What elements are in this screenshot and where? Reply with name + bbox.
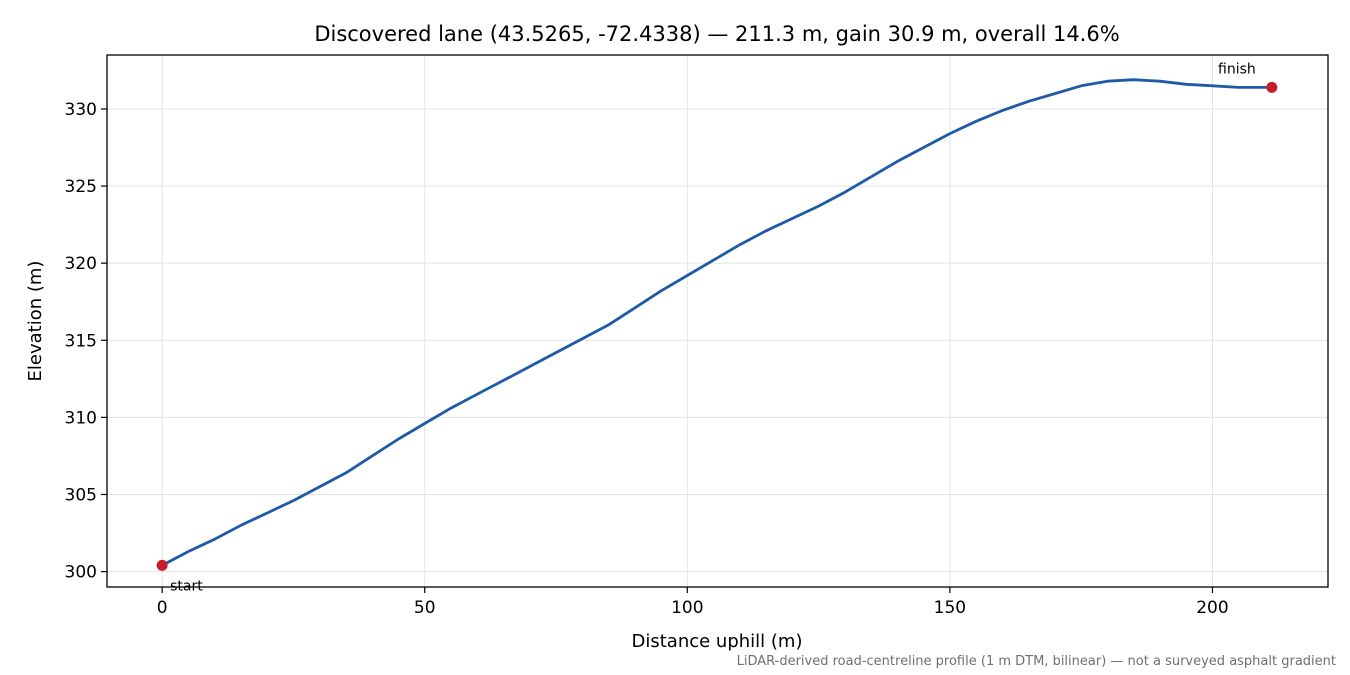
x-axis-title: Distance uphill (m) bbox=[632, 631, 803, 652]
chart-title: Discovered lane (43.5265, -72.4338) — 21… bbox=[314, 22, 1119, 46]
chart-caption: LiDAR-derived road-centreline profile (1… bbox=[737, 654, 1336, 669]
y-tick-label: 320 bbox=[65, 254, 97, 274]
x-tick-label: 0 bbox=[157, 598, 168, 618]
finish-label: finish bbox=[1218, 61, 1256, 77]
y-tick-label: 330 bbox=[65, 100, 97, 120]
y-tick-label: 300 bbox=[65, 563, 97, 583]
marker-layer: start finish bbox=[156, 61, 1278, 594]
y-tick-label: 315 bbox=[65, 331, 97, 351]
y-tick-label: 305 bbox=[65, 485, 97, 505]
grid bbox=[107, 55, 1328, 587]
axis-ticks: 0 50 100 150 200 300 305 310 315 320 325 330 bbox=[65, 100, 1229, 618]
y-tick-label: 325 bbox=[65, 177, 97, 197]
x-tick-label: 100 bbox=[671, 598, 703, 618]
plot-area bbox=[106, 54, 1329, 588]
y-axis-title: Elevation (m) bbox=[25, 261, 46, 382]
start-marker bbox=[156, 559, 168, 571]
x-tick-label: 150 bbox=[934, 598, 966, 618]
x-tick-label: 50 bbox=[414, 598, 436, 618]
x-tick-label: 200 bbox=[1196, 598, 1228, 618]
start-label: start bbox=[170, 578, 203, 594]
series-layer bbox=[160, 78, 1274, 567]
elevation-line bbox=[160, 78, 1274, 567]
finish-marker bbox=[1266, 81, 1278, 93]
y-tick-label: 310 bbox=[65, 408, 97, 428]
